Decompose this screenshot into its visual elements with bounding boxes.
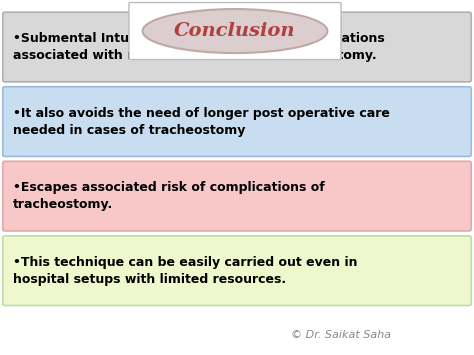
Text: Conclusion: Conclusion: [174, 22, 296, 40]
FancyBboxPatch shape: [3, 236, 471, 306]
Text: •This technique can be easily carried out even in
hospital setups with limited r: •This technique can be easily carried ou…: [13, 256, 357, 286]
FancyBboxPatch shape: [129, 2, 341, 60]
FancyBboxPatch shape: [3, 161, 471, 231]
Ellipse shape: [143, 9, 328, 53]
Text: •It also avoids the need of longer post operative care
needed in cases of trache: •It also avoids the need of longer post …: [13, 106, 390, 137]
Text: •Submental Intubation avoids some of complications
associated with nasal intubat: •Submental Intubation avoids some of com…: [13, 32, 384, 62]
Text: •Escapes associated risk of complications of
tracheostomy.: •Escapes associated risk of complication…: [13, 181, 325, 211]
FancyBboxPatch shape: [3, 12, 471, 82]
FancyBboxPatch shape: [3, 87, 471, 157]
Text: © Dr. Saikat Saha: © Dr. Saikat Saha: [291, 331, 392, 340]
